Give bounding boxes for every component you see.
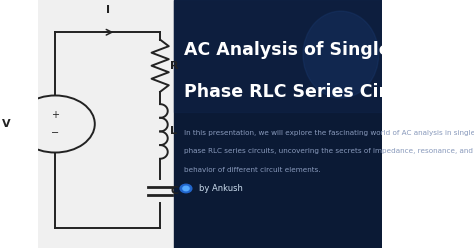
- Text: I: I: [106, 5, 109, 15]
- Text: V: V: [2, 119, 10, 129]
- Circle shape: [180, 184, 192, 193]
- Text: R: R: [171, 61, 179, 71]
- Text: AC Analysis of Single: AC Analysis of Single: [184, 41, 391, 59]
- Text: C: C: [171, 186, 179, 196]
- Circle shape: [16, 95, 95, 153]
- Text: by Ankush: by Ankush: [199, 184, 243, 193]
- Text: L: L: [171, 126, 177, 136]
- Bar: [174, 0, 382, 112]
- Bar: [174, 0, 382, 248]
- Text: Phase RLC Series Circuit: Phase RLC Series Circuit: [184, 83, 424, 101]
- Ellipse shape: [303, 11, 379, 98]
- Text: −: −: [51, 128, 59, 138]
- Bar: [38, 0, 174, 248]
- Circle shape: [183, 186, 189, 191]
- Text: phase RLC series circuits, uncovering the secrets of impedance, resonance, and t: phase RLC series circuits, uncovering th…: [184, 148, 474, 154]
- Text: +: +: [51, 110, 59, 120]
- Text: behavior of different circuit elements.: behavior of different circuit elements.: [184, 167, 321, 173]
- Text: In this presentation, we will explore the fascinating world of AC analysis in si: In this presentation, we will explore th…: [184, 130, 474, 136]
